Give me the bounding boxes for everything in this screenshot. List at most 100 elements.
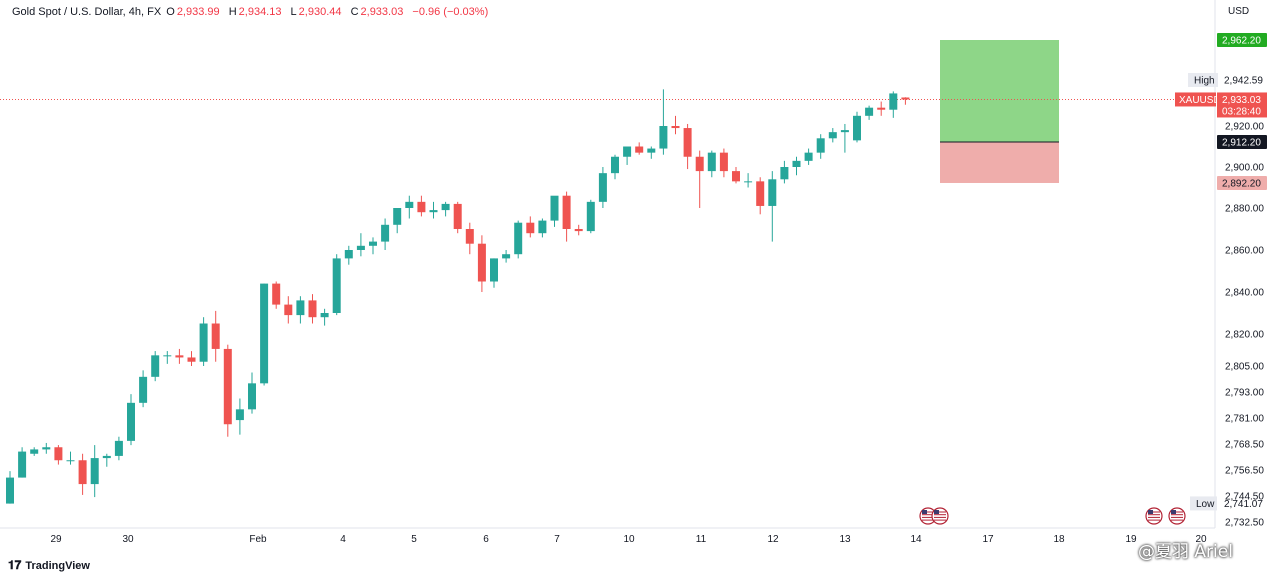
candle[interactable] <box>260 283 269 386</box>
candlestick-series[interactable] <box>6 89 910 504</box>
candle-body <box>804 152 813 161</box>
candle[interactable] <box>719 148 728 178</box>
candle[interactable] <box>598 167 607 208</box>
economic-events[interactable] <box>919 507 1186 525</box>
candle[interactable] <box>223 344 232 437</box>
candle[interactable] <box>272 281 281 309</box>
candle[interactable] <box>816 134 825 159</box>
candle[interactable] <box>187 351 196 366</box>
candle[interactable] <box>54 445 63 465</box>
candle[interactable] <box>199 317 208 366</box>
candle[interactable] <box>586 199 595 234</box>
candle[interactable] <box>417 195 426 217</box>
candle[interactable] <box>683 123 692 170</box>
time-tick-label: 14 <box>910 534 922 545</box>
candle[interactable] <box>526 216 535 238</box>
currency-label[interactable]: USD <box>1228 6 1250 17</box>
candle[interactable] <box>405 195 414 219</box>
price-tick-label: 2,793.00 <box>1225 388 1264 399</box>
candle[interactable] <box>90 445 99 498</box>
candle[interactable] <box>780 160 789 184</box>
candle[interactable] <box>792 156 801 176</box>
candle[interactable] <box>18 447 27 478</box>
candle[interactable] <box>308 294 317 324</box>
time-tick-label: Feb <box>249 534 267 545</box>
stop-zone[interactable] <box>940 141 1059 183</box>
candle[interactable] <box>356 233 365 257</box>
candle[interactable] <box>804 148 813 165</box>
candle[interactable] <box>211 310 220 362</box>
long-position-tool[interactable] <box>940 40 1059 183</box>
candle[interactable] <box>538 218 547 238</box>
candle[interactable] <box>175 348 184 364</box>
candle[interactable] <box>550 195 559 227</box>
candle[interactable] <box>441 201 450 217</box>
candle[interactable] <box>453 201 462 234</box>
candle[interactable] <box>514 220 523 259</box>
candle[interactable] <box>889 91 898 118</box>
candle[interactable] <box>647 146 656 159</box>
candle[interactable] <box>66 451 75 465</box>
candle[interactable] <box>235 398 244 435</box>
time-axis[interactable]: 29 30 Feb 4 5 6 7 10 11 12 13 14 17 18 19 20 <box>0 527 1215 545</box>
candle[interactable] <box>332 254 341 316</box>
candle[interactable] <box>344 245 353 265</box>
candle[interactable] <box>139 370 148 408</box>
candle[interactable] <box>901 97 910 105</box>
candle[interactable] <box>562 191 571 242</box>
us-flag-icon[interactable] <box>1145 507 1163 525</box>
candle-body <box>248 383 256 410</box>
candle[interactable] <box>840 123 849 153</box>
candle[interactable] <box>465 222 474 255</box>
candle[interactable] <box>78 453 87 495</box>
open-value: 2,933.99 <box>176 6 220 18</box>
candle[interactable] <box>296 296 305 324</box>
candle[interactable] <box>877 101 886 116</box>
time-tick-label: 29 <box>50 534 62 545</box>
candle[interactable] <box>477 235 486 292</box>
candle[interactable] <box>502 250 511 263</box>
candle[interactable] <box>163 351 172 364</box>
us-flag-icon[interactable] <box>1168 507 1186 525</box>
tradingview-logo[interactable]: 𝟏𝟕 TradingView <box>8 558 90 573</box>
candle[interactable] <box>732 167 740 184</box>
us-flag-icon[interactable] <box>931 507 949 525</box>
candle[interactable] <box>284 296 293 324</box>
candle[interactable] <box>853 111 861 143</box>
candle[interactable] <box>127 394 135 446</box>
candle[interactable] <box>695 150 704 208</box>
candle[interactable] <box>611 154 619 180</box>
candle[interactable] <box>393 208 402 234</box>
candle[interactable] <box>490 258 498 288</box>
candle[interactable] <box>429 201 438 219</box>
symbol-description[interactable]: Gold Spot / U.S. Dollar, 4h, FX <box>12 6 162 18</box>
candle[interactable] <box>114 436 123 461</box>
price-axis[interactable]: 2,732.50 2,744.50 2,756.50 2,768.50 2,781.00… <box>1214 0 1264 529</box>
time-tick-label: 5 <box>411 534 417 545</box>
candle[interactable] <box>574 224 583 236</box>
candle[interactable] <box>828 128 837 143</box>
candle[interactable] <box>248 372 256 414</box>
candle-body <box>877 107 886 110</box>
candle[interactable] <box>623 146 632 165</box>
candle[interactable] <box>320 308 329 326</box>
candle[interactable] <box>744 173 753 188</box>
candle[interactable] <box>369 237 377 255</box>
candle[interactable] <box>42 442 51 454</box>
profit-zone[interactable] <box>940 40 1059 142</box>
candle[interactable] <box>381 218 390 251</box>
candle[interactable] <box>102 453 111 467</box>
candle[interactable] <box>756 177 765 215</box>
candle-body <box>151 355 160 377</box>
time-tick-label: 13 <box>839 534 851 545</box>
candle[interactable] <box>768 171 777 242</box>
candle[interactable] <box>671 115 680 135</box>
candle[interactable] <box>865 105 874 120</box>
candle[interactable] <box>6 471 14 504</box>
candle[interactable] <box>635 142 644 155</box>
candle[interactable] <box>707 150 716 178</box>
candle[interactable] <box>30 447 39 456</box>
candle[interactable] <box>151 351 160 382</box>
candle[interactable] <box>659 89 668 155</box>
